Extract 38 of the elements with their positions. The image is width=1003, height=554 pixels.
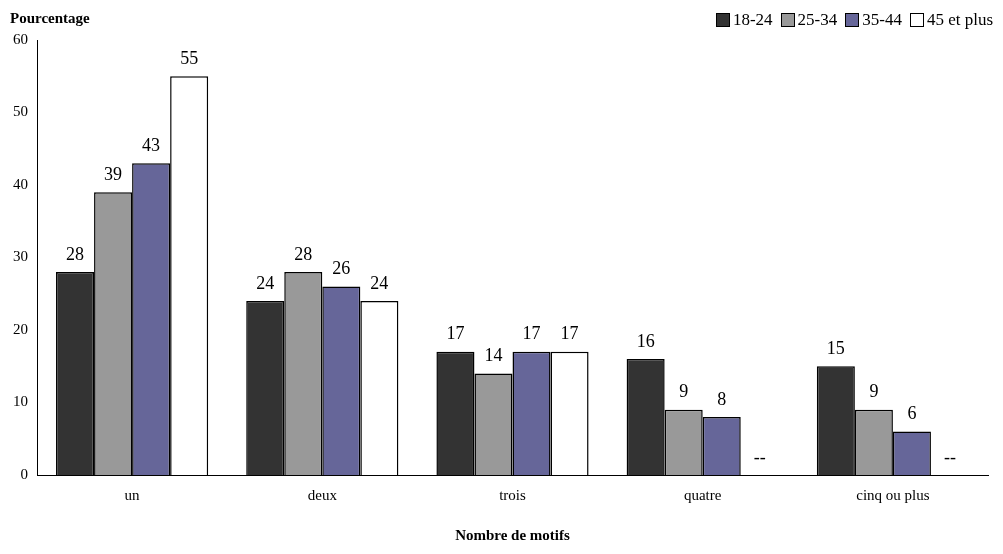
- legend-label: 25-34: [797, 10, 838, 30]
- legend-label: 35-44: [862, 10, 902, 30]
- x-tick-label: cinq ou plus: [856, 486, 930, 503]
- data-label: 14: [484, 345, 503, 366]
- x-tick-label: quatre: [683, 486, 722, 503]
- data-label: 17: [560, 323, 579, 344]
- data-label: 9: [869, 381, 879, 402]
- y-tick-label: 60: [13, 30, 28, 47]
- data-label: 16: [636, 330, 655, 351]
- data-label: 28: [66, 243, 85, 264]
- data-label: 28: [294, 243, 313, 264]
- y-tick-label: 30: [13, 248, 28, 265]
- data-label: 55: [180, 47, 199, 68]
- data-label: 6: [907, 403, 917, 424]
- y-tick-label: 10: [13, 393, 28, 410]
- y-tick-label: 20: [13, 320, 28, 337]
- y-tick-label: 0: [20, 465, 28, 482]
- data-label: 43: [142, 134, 161, 155]
- y-tick-label: 40: [13, 175, 28, 192]
- data-label: 24: [370, 272, 389, 293]
- data-label: 39: [104, 163, 123, 184]
- x-tick-label: trois: [499, 486, 526, 503]
- legend-label: 18-24: [732, 10, 773, 30]
- data-label: 24: [256, 272, 275, 293]
- x-tick-label: un: [124, 486, 141, 503]
- data-label: 17: [522, 323, 541, 344]
- data-label: 8: [717, 388, 727, 409]
- x-axis-title: Nombre de motifs: [455, 526, 571, 543]
- legend-label: 45 et plus: [926, 10, 993, 30]
- data-label: 17: [446, 323, 465, 344]
- y-axis-title: Pourcentage: [10, 10, 91, 27]
- text: --: [753, 446, 766, 467]
- text: --: [943, 446, 956, 467]
- data-label: 15: [826, 337, 845, 358]
- data-label: 9: [679, 381, 689, 402]
- data-label: 26: [332, 258, 351, 279]
- y-tick-label: 50: [13, 103, 28, 120]
- x-tick-label: deux: [307, 486, 338, 503]
